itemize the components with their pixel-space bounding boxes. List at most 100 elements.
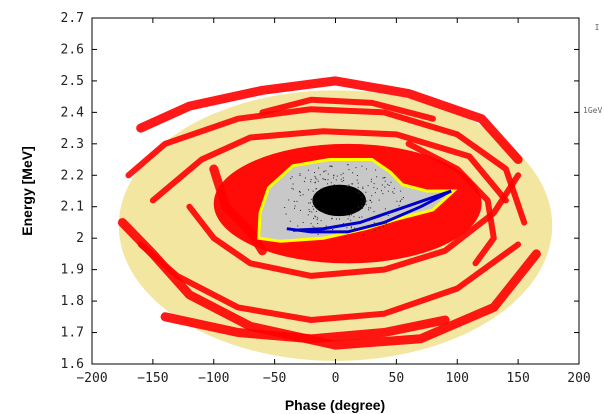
core-point (357, 186, 359, 188)
core-point (366, 168, 367, 170)
core-point (376, 176, 378, 178)
x-tick-label: −200 (76, 371, 107, 386)
core-point (351, 214, 353, 216)
y-axis: 1.6 1.7 1.8 1.9 2 2.1 2.2 2.3 2.4 2.5 2.6 2.7 (61, 11, 579, 372)
x-tick-label: 100 (446, 371, 469, 386)
core-point (353, 216, 355, 218)
core-point (348, 184, 350, 186)
core-point (339, 231, 341, 233)
core-point (374, 229, 376, 231)
core-point (302, 194, 304, 196)
core-point (285, 213, 287, 215)
core-point (293, 200, 295, 202)
core-point (317, 223, 319, 224)
core-point (297, 225, 299, 227)
core-point (346, 227, 348, 229)
core-point (306, 229, 308, 231)
x-axis: −200 −150 −100 −50 0 50 100 150 200 (76, 18, 591, 386)
y-tick-label: 2.1 (61, 200, 84, 215)
core-point (368, 209, 370, 211)
core-point (299, 174, 301, 176)
core-point (318, 167, 320, 169)
core-point (370, 178, 372, 180)
core-point (310, 179, 312, 181)
core-point (289, 220, 291, 222)
core-point (362, 196, 363, 198)
core-point (387, 215, 389, 216)
filament-7 (405, 140, 497, 267)
core-point (399, 201, 401, 203)
core-point (323, 178, 325, 180)
core-point (333, 175, 335, 177)
core-point (382, 193, 384, 195)
core-point (384, 208, 386, 210)
core-point (374, 192, 376, 194)
core-point (356, 179, 358, 181)
core-point (361, 165, 363, 167)
core-point (339, 184, 341, 186)
core-point (316, 200, 318, 202)
core-point (292, 183, 294, 185)
core-point (302, 222, 304, 223)
core-point (299, 173, 301, 175)
core-point (378, 227, 380, 229)
filament-4 (137, 241, 522, 323)
filament-9 (160, 312, 450, 344)
core-point (356, 175, 358, 176)
core-point (325, 170, 327, 172)
core-point (345, 188, 347, 190)
y-tick-label: 1.8 (61, 294, 84, 309)
core-point (315, 181, 316, 183)
core-point (335, 179, 337, 181)
core-point (384, 177, 386, 178)
core-point (347, 164, 349, 165)
core-point (296, 200, 298, 202)
core-point (315, 177, 316, 179)
core-point (314, 182, 316, 184)
core-point (331, 165, 333, 167)
core-point (314, 172, 315, 173)
filament-1 (125, 106, 528, 226)
core-point (358, 207, 359, 208)
core-point (400, 190, 402, 192)
x-tick-label: −50 (263, 371, 286, 386)
plot-area (117, 76, 553, 361)
core-point (355, 190, 357, 192)
core-point (398, 205, 400, 207)
core-point (376, 188, 378, 190)
core-point (317, 233, 319, 235)
core-point (365, 204, 367, 206)
y-tick-label: 2.6 (61, 42, 84, 57)
core-point (304, 177, 306, 179)
core-point (318, 191, 320, 193)
core-point (352, 172, 354, 174)
y-axis-title: Energy [MeV] (19, 146, 35, 235)
core-point (342, 172, 344, 174)
y-tick-label: 2.5 (61, 74, 84, 89)
core-point (350, 226, 352, 228)
core-point (361, 216, 363, 218)
core-point (313, 227, 315, 229)
core-point (288, 199, 290, 201)
core-point (325, 179, 326, 181)
core-point (362, 188, 364, 189)
core-point (331, 217, 333, 219)
core-point (354, 227, 356, 229)
core-point (307, 169, 309, 171)
core-point (312, 201, 314, 202)
blue-separatrix (286, 189, 452, 234)
core-point (340, 224, 342, 226)
core-point (294, 207, 295, 209)
core-point (401, 198, 403, 200)
core-point (313, 208, 314, 210)
core-point (310, 181, 312, 183)
core-point (357, 182, 359, 184)
core-point (392, 191, 394, 193)
core-point (330, 165, 332, 167)
core-point (316, 178, 318, 180)
core-point (299, 195, 301, 197)
core-point (358, 216, 360, 218)
beam-core (312, 184, 366, 217)
core-point (369, 199, 371, 201)
x-tick-label: 200 (567, 371, 590, 386)
